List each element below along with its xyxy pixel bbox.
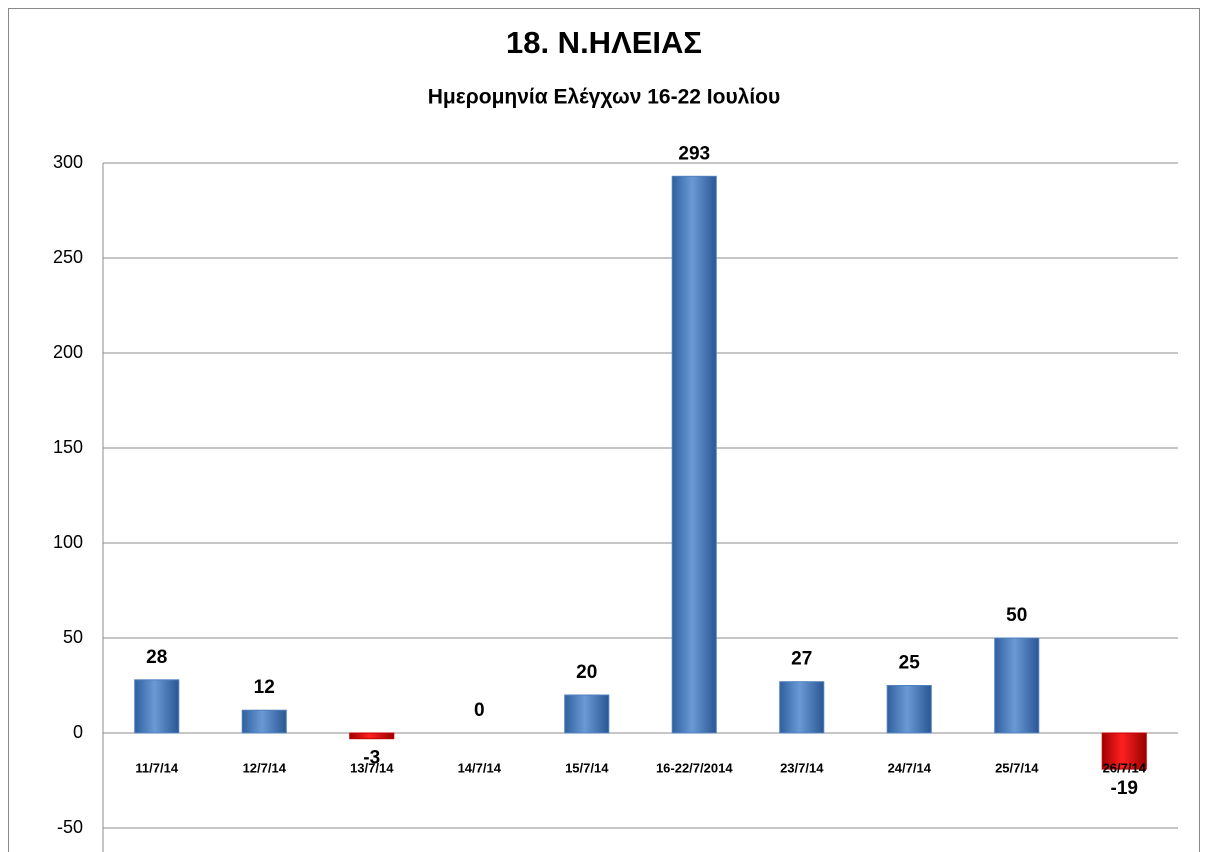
- y-tick-label: -50: [57, 817, 83, 837]
- value-label: 27: [791, 649, 812, 670]
- x-tick-label: 23/7/14: [780, 760, 824, 775]
- y-tick-label: 50: [63, 627, 83, 647]
- x-tick-label: 26/7/14: [1103, 760, 1147, 775]
- x-tick-label: 16-22/7/2014: [656, 760, 733, 775]
- x-tick-label: 25/7/14: [995, 760, 1039, 775]
- value-label: -3: [363, 748, 380, 769]
- value-label: 12: [254, 677, 275, 698]
- bar: [994, 637, 1040, 734]
- bar: [779, 681, 825, 734]
- value-label: 28: [146, 647, 167, 668]
- y-tick-label: 250: [53, 247, 83, 267]
- x-tick-label: 14/7/14: [458, 760, 502, 775]
- bar: [1101, 732, 1147, 770]
- value-label: 20: [576, 662, 597, 683]
- bar: [564, 694, 610, 734]
- value-label: 25: [899, 653, 921, 674]
- y-tick-label: 100: [53, 532, 83, 552]
- x-tick-label: 12/7/14: [243, 760, 287, 775]
- y-tick-label: 150: [53, 437, 83, 457]
- value-label: -19: [1111, 778, 1138, 799]
- x-tick-label: 15/7/14: [565, 760, 609, 775]
- bar: [886, 685, 932, 734]
- bar: [134, 679, 180, 734]
- chart-title: 18. Ν.ΗΛΕΙΑΣ: [506, 25, 702, 60]
- value-label: 293: [678, 143, 710, 164]
- chart-subtitle: Ημερομηνία Ελέγχων 16-22 Ιουλίου: [428, 86, 780, 109]
- bar: [671, 175, 717, 734]
- y-tick-label: 0: [73, 722, 83, 742]
- value-label: 50: [1006, 605, 1027, 626]
- y-tick-label: 300: [53, 152, 83, 172]
- bar: [241, 709, 287, 734]
- y-tick-label: 200: [53, 342, 83, 362]
- x-tick-label: 13/7/14: [350, 760, 394, 775]
- value-label: 0: [474, 700, 485, 721]
- x-tick-label: 11/7/14: [135, 760, 178, 775]
- x-tick-label: 24/7/14: [888, 760, 932, 775]
- bar: [349, 732, 395, 740]
